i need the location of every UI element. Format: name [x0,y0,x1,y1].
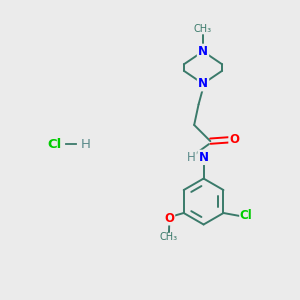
Text: O: O [230,133,239,146]
Text: H: H [80,138,90,151]
Text: H: H [187,151,196,164]
Text: N: N [199,151,208,164]
Text: CH₃: CH₃ [160,232,178,242]
Text: Cl: Cl [47,138,62,151]
Text: Cl: Cl [240,209,253,223]
Text: N: N [198,45,208,58]
Text: CH₃: CH₃ [194,24,212,34]
Text: O: O [164,212,174,224]
Text: N: N [198,77,208,90]
